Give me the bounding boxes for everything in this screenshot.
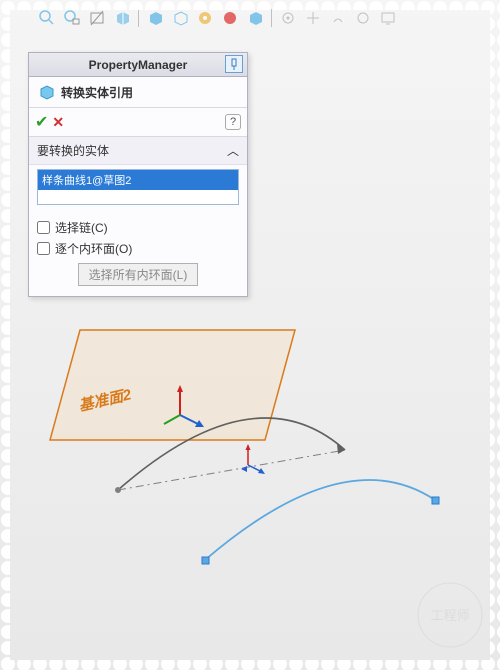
property-manager-panel: PropertyManager 转换实体引用 ✔ ✕ ? 要转换的实体 ︿ 样条… (28, 52, 248, 297)
section-label: 要转换的实体 (37, 142, 109, 159)
origin-triad-icon (241, 444, 265, 474)
panel-header-title: PropertyManager (89, 58, 188, 72)
watermark-icon: 工程师 (418, 583, 482, 647)
svg-text:工程师: 工程师 (430, 608, 469, 623)
section-header[interactable]: 要转换的实体 ︿ (29, 137, 247, 165)
curve2-handle-start[interactable] (202, 557, 209, 564)
spline-curve-2[interactable] (205, 480, 435, 560)
curve1-endpoint[interactable] (115, 487, 121, 493)
chain-checkbox[interactable] (37, 221, 50, 234)
panel-header: PropertyManager (29, 53, 247, 77)
cancel-button[interactable]: ✕ (52, 114, 64, 131)
feature-title: 转换实体引用 (29, 77, 247, 108)
select-all-loops-button[interactable]: 选择所有内环面(L) (78, 263, 199, 286)
selection-list[interactable]: 样条曲线1@草图2 (37, 169, 239, 205)
collapse-icon[interactable]: ︿ (227, 142, 239, 159)
convert-entities-icon (37, 83, 55, 101)
feature-title-text: 转换实体引用 (61, 84, 133, 101)
curve2-handle-end[interactable] (432, 497, 439, 504)
selection-item[interactable]: 样条曲线1@草图2 (38, 170, 238, 190)
loops-checkbox[interactable] (37, 242, 50, 255)
datum-plane[interactable] (50, 330, 295, 440)
confirm-bar: ✔ ✕ ? (29, 108, 247, 137)
option-inner-loops[interactable]: 逐个内环面(O) (37, 240, 239, 257)
ok-button[interactable]: ✔ (35, 112, 48, 132)
option-select-chain[interactable]: 选择链(C) (37, 219, 239, 236)
help-icon[interactable]: ? (225, 114, 241, 130)
curve1-baseline (118, 450, 345, 490)
pin-icon[interactable] (225, 55, 243, 73)
